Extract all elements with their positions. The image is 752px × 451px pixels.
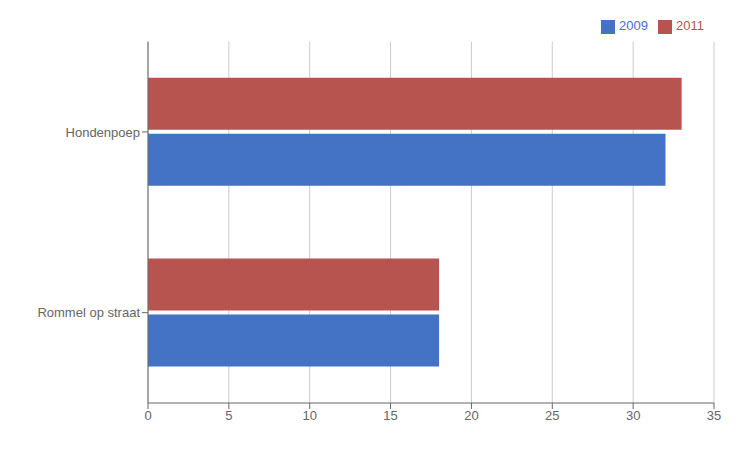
svg-text:20: 20: [464, 408, 478, 423]
svg-text:Hondenpoep: Hondenpoep: [66, 125, 140, 140]
svg-text:30: 30: [626, 408, 640, 423]
html-text:2011: 2011: [676, 18, 704, 33]
svg-text:25: 25: [545, 408, 559, 423]
html-text:2009: 2009: [619, 18, 648, 33]
svg-text:10: 10: [302, 408, 316, 423]
svg-text:0: 0: [144, 408, 151, 423]
svg-text:15: 15: [383, 408, 397, 423]
svg-text:5: 5: [225, 408, 232, 423]
svg-text:35: 35: [707, 408, 721, 423]
svg-text:Rommel op straat: Rommel op straat: [37, 305, 140, 320]
